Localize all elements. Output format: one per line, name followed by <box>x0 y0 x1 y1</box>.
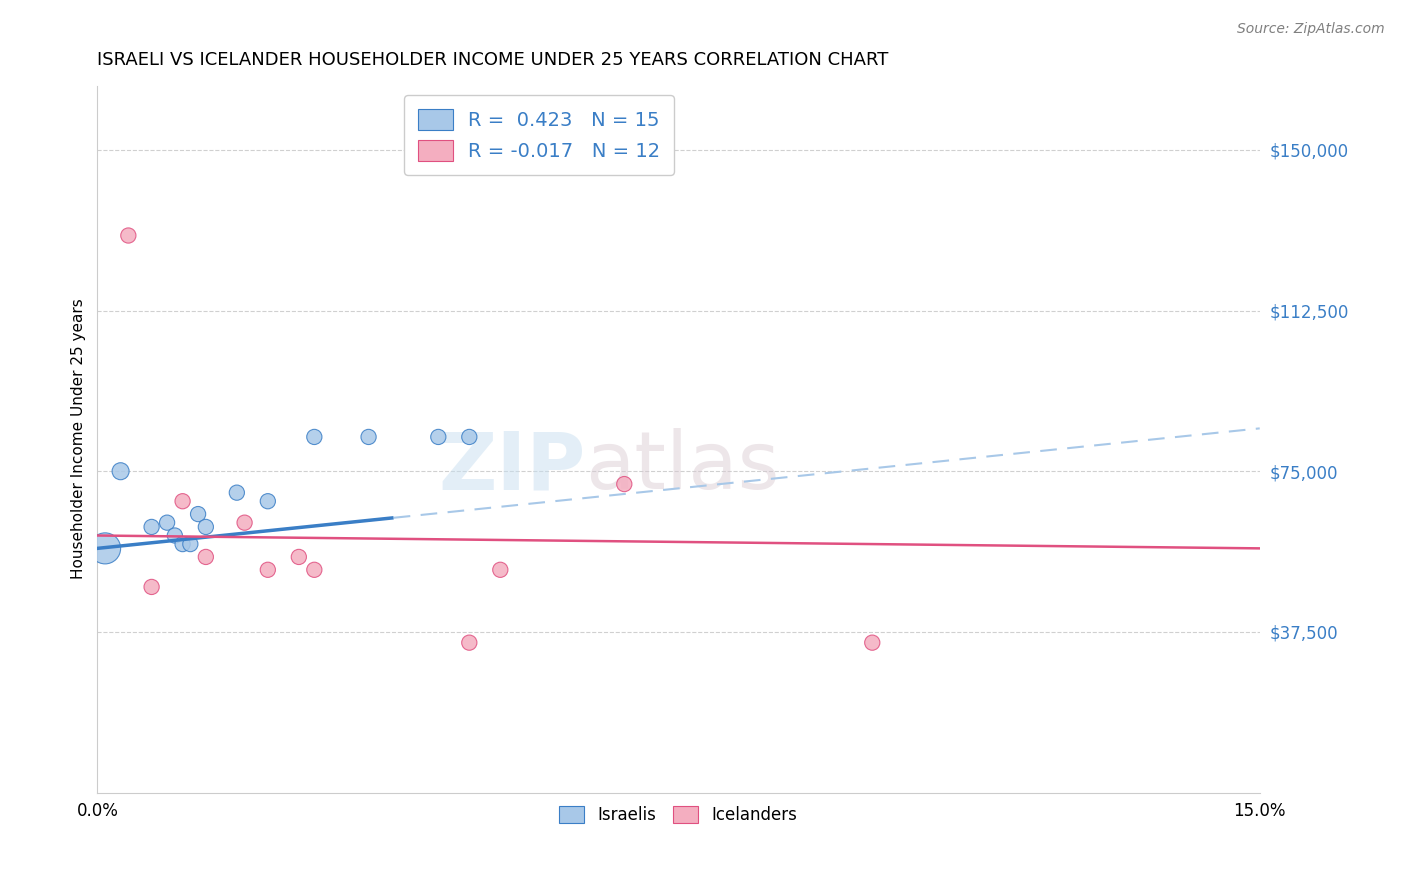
Y-axis label: Householder Income Under 25 years: Householder Income Under 25 years <box>72 299 86 580</box>
Point <box>427 430 450 444</box>
Point <box>304 563 326 577</box>
Point <box>194 520 217 534</box>
Point <box>458 430 481 444</box>
Point <box>172 537 194 551</box>
Point <box>163 528 186 542</box>
Point <box>233 516 256 530</box>
Point <box>256 494 278 508</box>
Point <box>110 464 132 478</box>
Point <box>179 537 201 551</box>
Point <box>489 563 512 577</box>
Point <box>860 635 883 649</box>
Point <box>225 485 247 500</box>
Point <box>613 477 636 491</box>
Point <box>256 563 278 577</box>
Text: Source: ZipAtlas.com: Source: ZipAtlas.com <box>1237 22 1385 37</box>
Point <box>194 549 217 564</box>
Point <box>288 549 311 564</box>
Point <box>172 494 194 508</box>
Point <box>141 520 163 534</box>
Legend: Israelis, Icelanders: Israelis, Icelanders <box>550 796 807 834</box>
Point <box>141 580 163 594</box>
Point <box>187 507 209 521</box>
Text: ISRAELI VS ICELANDER HOUSEHOLDER INCOME UNDER 25 YEARS CORRELATION CHART: ISRAELI VS ICELANDER HOUSEHOLDER INCOME … <box>97 51 889 69</box>
Point <box>117 228 139 243</box>
Point <box>94 541 117 556</box>
Point <box>357 430 380 444</box>
Point <box>304 430 326 444</box>
Text: atlas: atlas <box>585 428 780 507</box>
Text: ZIP: ZIP <box>439 428 585 507</box>
Point <box>156 516 179 530</box>
Point <box>458 635 481 649</box>
